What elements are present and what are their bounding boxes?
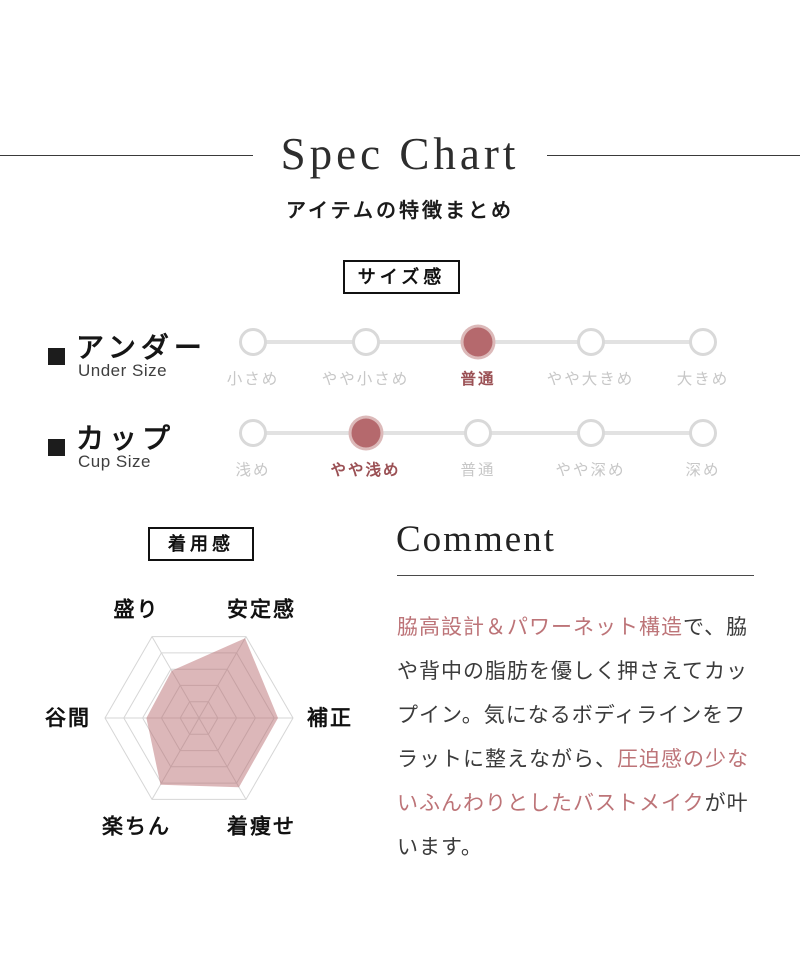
scale-option-label: 浅め bbox=[235, 462, 271, 479]
page-title: Spec Chart bbox=[280, 129, 520, 179]
scale-option-label: 普通 bbox=[460, 462, 496, 479]
radar-axis-label: 補正 bbox=[306, 706, 353, 730]
title-divider-left bbox=[0, 155, 253, 156]
cup-size-bullet bbox=[48, 439, 65, 456]
comment-segment: で、脇や背中の脂肪を優しく押さえてカップイン。気になるボディラインをフラットに整… bbox=[397, 616, 749, 771]
title-divider-right bbox=[547, 155, 800, 156]
scale-option-label: 普通 bbox=[460, 371, 496, 388]
comment-text: 脇高設計＆パワーネット構造で、脇や背中の脂肪を優しく押さえてカップイン。気になる… bbox=[397, 606, 763, 870]
comment-segment-highlight: 脇高設計＆パワーネット構造 bbox=[397, 616, 683, 639]
page-subtitle: アイテムの特徴まとめ bbox=[286, 200, 514, 222]
radar-axis-label: 盛り bbox=[114, 598, 160, 622]
scale-option-label: 大きめ bbox=[676, 371, 730, 388]
scale-option-label: やや大きめ bbox=[546, 371, 635, 388]
under-size-bullet bbox=[48, 348, 65, 365]
cup-size-label: カップ bbox=[76, 423, 176, 454]
comment-segment: が叶います。 bbox=[397, 792, 749, 859]
scale-option-circle bbox=[239, 328, 267, 356]
comment-divider bbox=[397, 575, 754, 576]
scale-option-circle bbox=[239, 419, 267, 447]
scale-option-label: やや深め bbox=[555, 462, 626, 479]
scale-option-circle bbox=[351, 328, 380, 356]
scale-option-circle bbox=[689, 419, 717, 447]
scale-option-circle bbox=[351, 418, 380, 448]
comment-segment-highlight: 圧迫感の少ないふんわりとしたバストメイク bbox=[397, 748, 749, 815]
under-size-label-en: Under Size bbox=[78, 361, 168, 380]
cup-size-label-en: Cup Size bbox=[78, 452, 151, 471]
radar-spoke bbox=[198, 636, 247, 719]
radar-axis-label: 安定感 bbox=[227, 598, 296, 622]
scale-option-label: 小さめ bbox=[226, 371, 280, 388]
fit-section-badge: 着用感 bbox=[148, 527, 254, 561]
size-section-badge: サイズ感 bbox=[343, 260, 460, 294]
under-size-label: アンダー bbox=[76, 332, 207, 363]
scale-option-circle bbox=[576, 419, 605, 447]
radar-spoke bbox=[151, 717, 200, 800]
scale-option-circle bbox=[463, 327, 493, 357]
comment-heading: Comment bbox=[396, 519, 556, 560]
radar-data-polygon bbox=[146, 638, 278, 788]
radar-axis-label: 楽ちん bbox=[102, 814, 171, 838]
radar-axis-label: 着痩せ bbox=[226, 814, 296, 838]
scale-option-label: やや小さめ bbox=[321, 371, 410, 388]
scale-option-circle bbox=[576, 328, 605, 356]
scale-option-label: やや浅め bbox=[330, 462, 401, 479]
radar-axis-label: 谷間 bbox=[45, 707, 91, 730]
radar-spoke bbox=[151, 636, 200, 719]
scale-option-circle bbox=[464, 419, 492, 447]
scale-option-circle bbox=[689, 328, 717, 356]
scale-option-label: 深め bbox=[685, 462, 721, 479]
radar-spoke bbox=[198, 717, 247, 800]
